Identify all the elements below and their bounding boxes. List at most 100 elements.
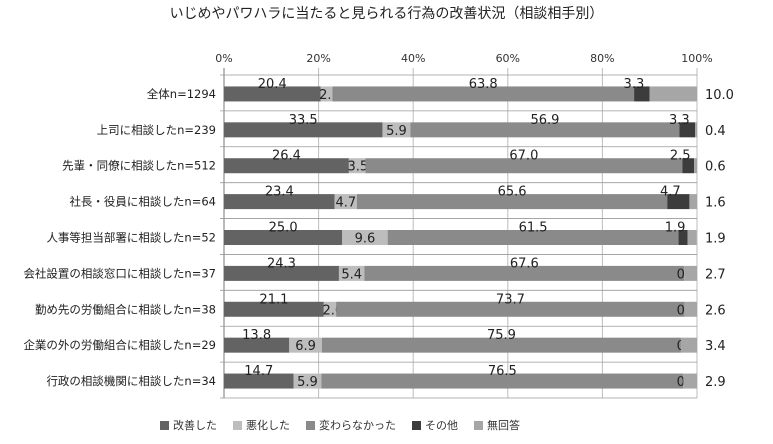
data-label: 2.5 bbox=[670, 149, 691, 164]
bar-segment bbox=[334, 194, 357, 210]
category-label: 人事等担当部署に相談したn=52 bbox=[46, 231, 216, 245]
data-label: 65.6 bbox=[498, 185, 527, 200]
category-label: 勤め先の労働組合に相談したn=38 bbox=[35, 302, 216, 316]
bar-segment bbox=[336, 301, 685, 317]
legend: 改善した 悪化した 変わらなかった その他 無回答 bbox=[160, 416, 520, 434]
bar-segment bbox=[684, 301, 697, 317]
bar-segment bbox=[289, 337, 322, 353]
category-label: 会社設置の相談窓口に相談したn=37 bbox=[23, 266, 216, 280]
category-label: 社長・役員に相談したn=64 bbox=[69, 195, 216, 209]
data-label: 14.7 bbox=[244, 364, 273, 379]
bar-segment bbox=[680, 337, 697, 353]
bar-segment bbox=[682, 158, 695, 174]
data-label: 4.7 bbox=[335, 196, 356, 211]
bar-segment bbox=[679, 122, 696, 138]
data-label: 26.4 bbox=[272, 149, 301, 164]
data-label: 0.6 bbox=[705, 160, 726, 175]
bar-segment bbox=[649, 86, 697, 102]
bar-segment bbox=[293, 373, 322, 389]
bar-segment bbox=[224, 265, 339, 281]
data-label: 3.5 bbox=[348, 160, 369, 175]
legend-swatch bbox=[306, 420, 315, 430]
bar-segment bbox=[689, 194, 697, 210]
legend-item: 変わらなかった bbox=[306, 417, 396, 433]
data-label: 4.7 bbox=[660, 185, 681, 200]
bar-segment bbox=[678, 230, 688, 245]
bar-segment bbox=[365, 158, 683, 174]
data-label: 2.6 bbox=[705, 303, 726, 318]
x-tick-label: 60% bbox=[496, 52, 520, 65]
data-label: 13.8 bbox=[242, 328, 271, 343]
data-label: 1.6 bbox=[705, 196, 726, 211]
bar-segment bbox=[348, 158, 366, 174]
legend-swatch bbox=[412, 420, 421, 430]
data-label: 25.0 bbox=[269, 221, 298, 236]
data-label: 3.3 bbox=[624, 77, 645, 92]
data-label: 56.9 bbox=[530, 113, 559, 128]
bar-segment bbox=[410, 122, 680, 138]
bar-segment bbox=[332, 86, 635, 102]
data-label: 3.4 bbox=[705, 339, 726, 354]
bar-segment bbox=[224, 122, 383, 138]
x-tick-label: 40% bbox=[401, 52, 425, 65]
data-label: 5.9 bbox=[386, 124, 407, 139]
data-label: 1.9 bbox=[705, 232, 726, 247]
bar-segment bbox=[338, 265, 365, 281]
bar-segment bbox=[224, 194, 335, 210]
bar-segment bbox=[382, 122, 411, 138]
data-label: 5.4 bbox=[341, 267, 362, 282]
bar-segment bbox=[323, 301, 337, 317]
bar-segment bbox=[224, 301, 324, 317]
category-label: 先輩・同僚に相談したn=512 bbox=[62, 159, 216, 173]
bar-segment bbox=[320, 86, 333, 102]
data-label: 2.9 bbox=[705, 375, 726, 390]
data-label: 20.4 bbox=[258, 77, 287, 92]
bar-segment bbox=[634, 86, 650, 102]
bar-segment bbox=[687, 230, 697, 245]
data-label: 67.6 bbox=[510, 256, 539, 271]
data-label: 9.6 bbox=[355, 232, 376, 247]
data-label: 23.4 bbox=[265, 185, 294, 200]
legend-swatch bbox=[474, 420, 483, 430]
data-label: 24.3 bbox=[267, 256, 296, 271]
data-label: 0.4 bbox=[705, 124, 726, 139]
legend-item: 悪化した bbox=[233, 417, 290, 433]
bar-segment bbox=[321, 373, 684, 389]
data-label: 67.0 bbox=[509, 149, 538, 164]
bar-segment bbox=[342, 230, 388, 245]
data-label: 33.5 bbox=[289, 113, 318, 128]
legend-item: 改善した bbox=[160, 417, 217, 433]
category-label: 上司に相談したn=239 bbox=[97, 123, 216, 137]
legend-label: その他 bbox=[425, 419, 458, 432]
bar-segment bbox=[684, 265, 697, 281]
chart-title: いじめやパワハラに当たると見られる行為の改善状況（相談相手別） bbox=[169, 6, 604, 22]
legend-label: 改善した bbox=[173, 419, 217, 432]
bar-segment bbox=[224, 373, 294, 389]
category-label: 全体n=1294 bbox=[147, 87, 216, 101]
bar-segment bbox=[224, 337, 290, 353]
bar-segment bbox=[683, 373, 697, 389]
bar-segment bbox=[694, 158, 697, 174]
data-label: 76.5 bbox=[488, 364, 517, 379]
legend-label: 無回答 bbox=[487, 419, 520, 432]
legend-label: 変わらなかった bbox=[319, 419, 396, 432]
data-label: 2.7 bbox=[705, 267, 726, 282]
data-label: 10.0 bbox=[705, 88, 734, 103]
legend-item: その他 bbox=[412, 417, 458, 433]
x-tick-label: 0% bbox=[215, 52, 232, 65]
data-label: 3.3 bbox=[669, 113, 690, 128]
bar-segment bbox=[224, 230, 343, 245]
x-tick-label: 100% bbox=[681, 52, 712, 65]
category-label: 企業の外の労働組合に相談したn=29 bbox=[23, 338, 216, 352]
data-label: 63.8 bbox=[469, 77, 498, 92]
data-label: 61.5 bbox=[519, 221, 548, 236]
bar-segment bbox=[224, 158, 349, 174]
data-label: 1.9 bbox=[665, 221, 686, 236]
bar-segment bbox=[667, 194, 690, 210]
x-tick-label: 80% bbox=[590, 52, 614, 65]
legend-label: 悪化した bbox=[246, 419, 290, 432]
data-label: 21.1 bbox=[259, 292, 288, 307]
bar-segment bbox=[224, 86, 321, 102]
bar-segment bbox=[321, 337, 681, 353]
